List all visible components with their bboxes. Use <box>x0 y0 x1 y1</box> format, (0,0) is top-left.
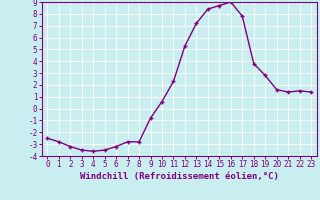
X-axis label: Windchill (Refroidissement éolien,°C): Windchill (Refroidissement éolien,°C) <box>80 172 279 181</box>
